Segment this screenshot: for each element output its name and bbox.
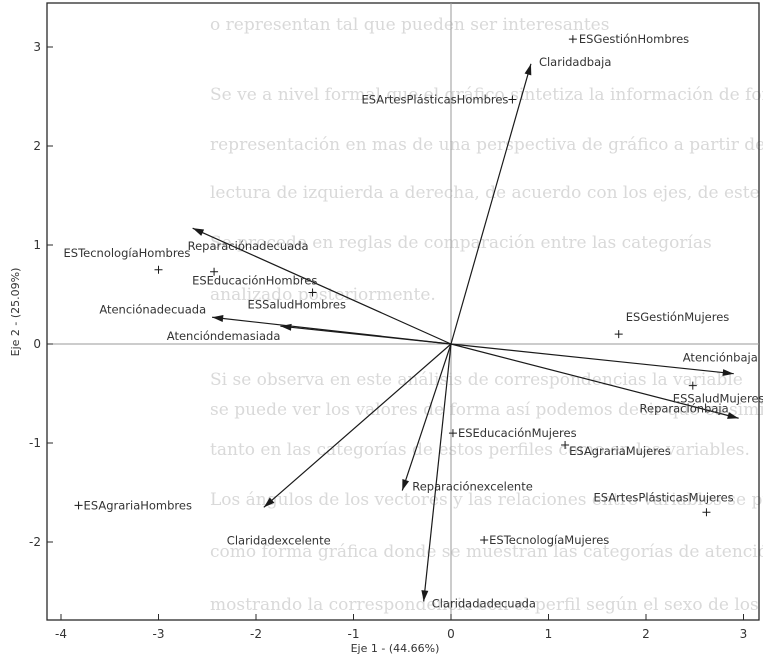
point-label: ESSaludMujeres xyxy=(673,392,763,406)
vector-label: Claridadexcelente xyxy=(227,533,331,547)
vector-arrowhead xyxy=(722,369,734,377)
vector-arrowhead xyxy=(524,63,532,76)
y-tick-label: 3 xyxy=(33,40,41,54)
vector-line xyxy=(450,343,734,375)
vector-line xyxy=(450,63,532,345)
point-marker xyxy=(561,440,570,449)
vector-line xyxy=(280,325,452,345)
x-tick-label: -3 xyxy=(153,627,165,641)
background-text-line: representación en mas de una perspectiva… xyxy=(210,135,763,155)
point-marker xyxy=(448,429,457,438)
vector-arrowhead xyxy=(402,478,410,491)
vector-label: Reparaciónbaja xyxy=(640,401,729,415)
point-label: ESGestiónMujeres xyxy=(626,310,730,324)
vector-label: Reparaciónexcelente xyxy=(412,480,533,494)
x-tick-label: -1 xyxy=(348,627,360,641)
background-text-line: lectura de izquierda a derecha, de acuer… xyxy=(210,183,763,203)
x-tick-label: 1 xyxy=(545,627,553,641)
vector-label: Claridadadecuada xyxy=(432,596,536,610)
point-label: ESAgrariaHombres xyxy=(84,498,192,512)
x-axis-label: Eje 1 - (44.66%) xyxy=(351,642,440,655)
background-text-line: como forma gráfica donde se muestran las… xyxy=(210,542,763,562)
background-text-line: analizado posteriormente. xyxy=(210,285,436,305)
point-label: ESTecnologíaHombres xyxy=(64,246,191,260)
point-marker xyxy=(702,508,711,517)
point-marker xyxy=(308,288,317,297)
y-tick-label: 2 xyxy=(33,139,41,153)
point-marker xyxy=(210,267,219,276)
y-tick-label: -2 xyxy=(29,535,41,549)
vector-label: Reparaciónadecuada xyxy=(188,239,309,253)
background-text-line: Si se observa en este análisis de corres… xyxy=(210,370,743,390)
point-label: ESTecnologíaMujeres xyxy=(489,533,609,547)
background-text-line: Se procede en reglas de comparación entr… xyxy=(210,233,712,253)
zero-axes xyxy=(47,3,759,620)
background-text-line: se puede ver los valores de forma así po… xyxy=(210,400,763,420)
point-label: ESEducaciónHombres xyxy=(192,274,317,288)
vector-label: Atencióndemasiada xyxy=(167,329,281,343)
vector-line xyxy=(192,227,452,345)
point-label: ESEducaciónMujeres xyxy=(458,426,577,440)
point-marker xyxy=(568,35,577,44)
x-tick-label: 0 xyxy=(447,627,455,641)
point-label: ESSaludHombres xyxy=(248,298,346,312)
point-marker xyxy=(154,265,163,274)
vector-line xyxy=(423,343,452,602)
vectors: Claridadbaja Reparaciónadecuada Atenciónad… xyxy=(99,55,757,611)
point-marker xyxy=(508,95,517,104)
points: ESGestiónHombres ESArtesPlásticasHombres E… xyxy=(64,32,763,547)
vector-arrowhead xyxy=(421,590,429,602)
vector-label: Atenciónadecuada xyxy=(99,302,206,316)
point-marker xyxy=(614,330,623,339)
background-text-line: tanto en las categorías de estos perfile… xyxy=(210,440,750,460)
background-text-line: mostrando la correspondencia con el perf… xyxy=(210,595,763,615)
point-marker xyxy=(480,536,489,545)
vector-arrowhead xyxy=(727,412,739,419)
point-label: ESGestiónHombres xyxy=(579,32,689,46)
y-axis-label: Eje 2 - (25.09%) xyxy=(9,268,22,357)
background-text-line: o representan tal que pueden ser interes… xyxy=(210,15,609,35)
vector-arrowhead xyxy=(280,323,292,331)
background-text-line: Se ve a nivel formal que el gráfico sint… xyxy=(210,85,763,105)
plot-frame xyxy=(46,2,760,621)
vector-line xyxy=(263,343,452,508)
y-tick-label: 1 xyxy=(33,238,41,252)
vector-arrowhead xyxy=(212,315,224,322)
tick-labels: -4 -3 -2 -1 0 1 2 3 3 2 1 0 -1 -2 xyxy=(29,40,747,641)
x-tick-label: -4 xyxy=(55,627,67,641)
y-tick-label: -1 xyxy=(29,436,41,450)
background-text-line: Los ángulos de los vectores y las relaci… xyxy=(210,490,763,510)
x-tick-label: 3 xyxy=(740,627,748,641)
vector-line xyxy=(450,343,739,419)
point-label: ESArtesPlásticasMujeres xyxy=(593,490,733,504)
vector-label: Claridadbaja xyxy=(539,55,611,69)
vector-arrowhead xyxy=(263,497,275,508)
x-tick-label: 2 xyxy=(642,627,650,641)
point-marker xyxy=(688,381,697,390)
background-text-layer: o representan tal que pueden ser interes… xyxy=(210,15,763,615)
point-marker xyxy=(74,501,83,510)
point-label: ESArtesPlásticasHombres xyxy=(362,92,509,106)
vector-label: Atenciónbaja xyxy=(683,351,758,365)
vector-line xyxy=(401,343,452,491)
vector-arrowhead xyxy=(192,228,205,236)
x-tick-label: -2 xyxy=(250,627,262,641)
point-label: ESAgrariaMujeres xyxy=(569,444,671,458)
y-tick-label: 0 xyxy=(33,337,41,351)
